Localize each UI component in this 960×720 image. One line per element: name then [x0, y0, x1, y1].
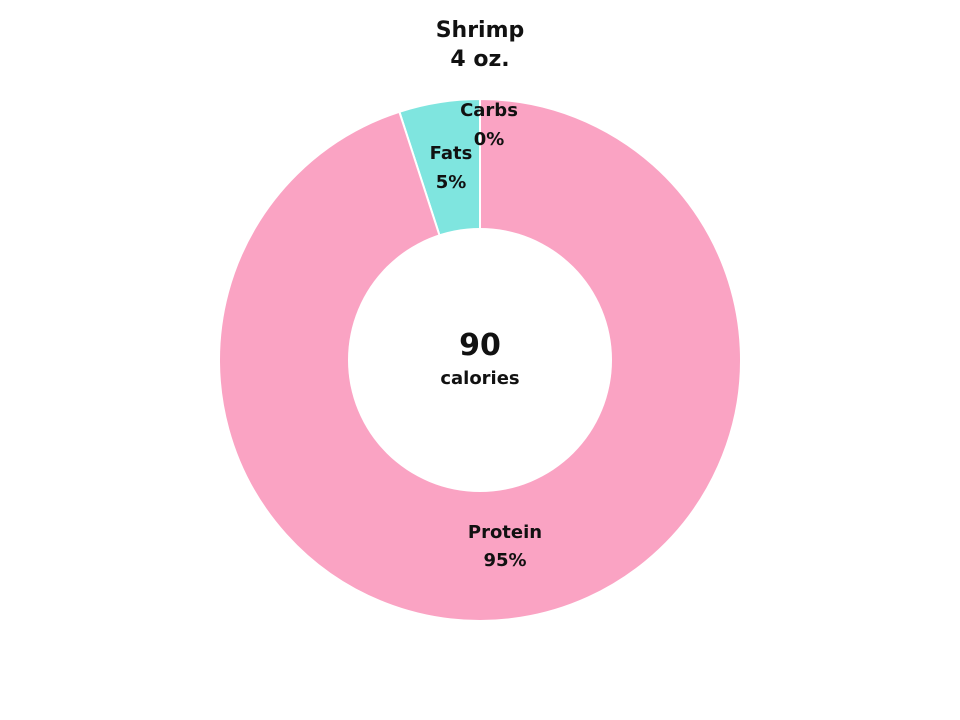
center-calorie-unit: calories: [440, 368, 519, 389]
donut-hole: [348, 228, 612, 492]
chart-title-line2: 4 oz.: [450, 47, 509, 72]
slice-label-protein: Protein: [468, 522, 542, 543]
slice-labels: Carbs 0%Fats 5% Protein 95%: [430, 100, 542, 571]
slice-percent-fats: 5%: [436, 172, 467, 193]
slice-percent-carbs: 0%: [474, 129, 505, 150]
chart-title-line1: Shrimp: [436, 18, 525, 43]
slice-percent-protein: 95%: [483, 550, 526, 571]
slice-label-carbs: Carbs: [460, 100, 518, 121]
center-calorie-value: 90: [459, 328, 501, 363]
slice-label-fats: Fats: [430, 143, 473, 164]
